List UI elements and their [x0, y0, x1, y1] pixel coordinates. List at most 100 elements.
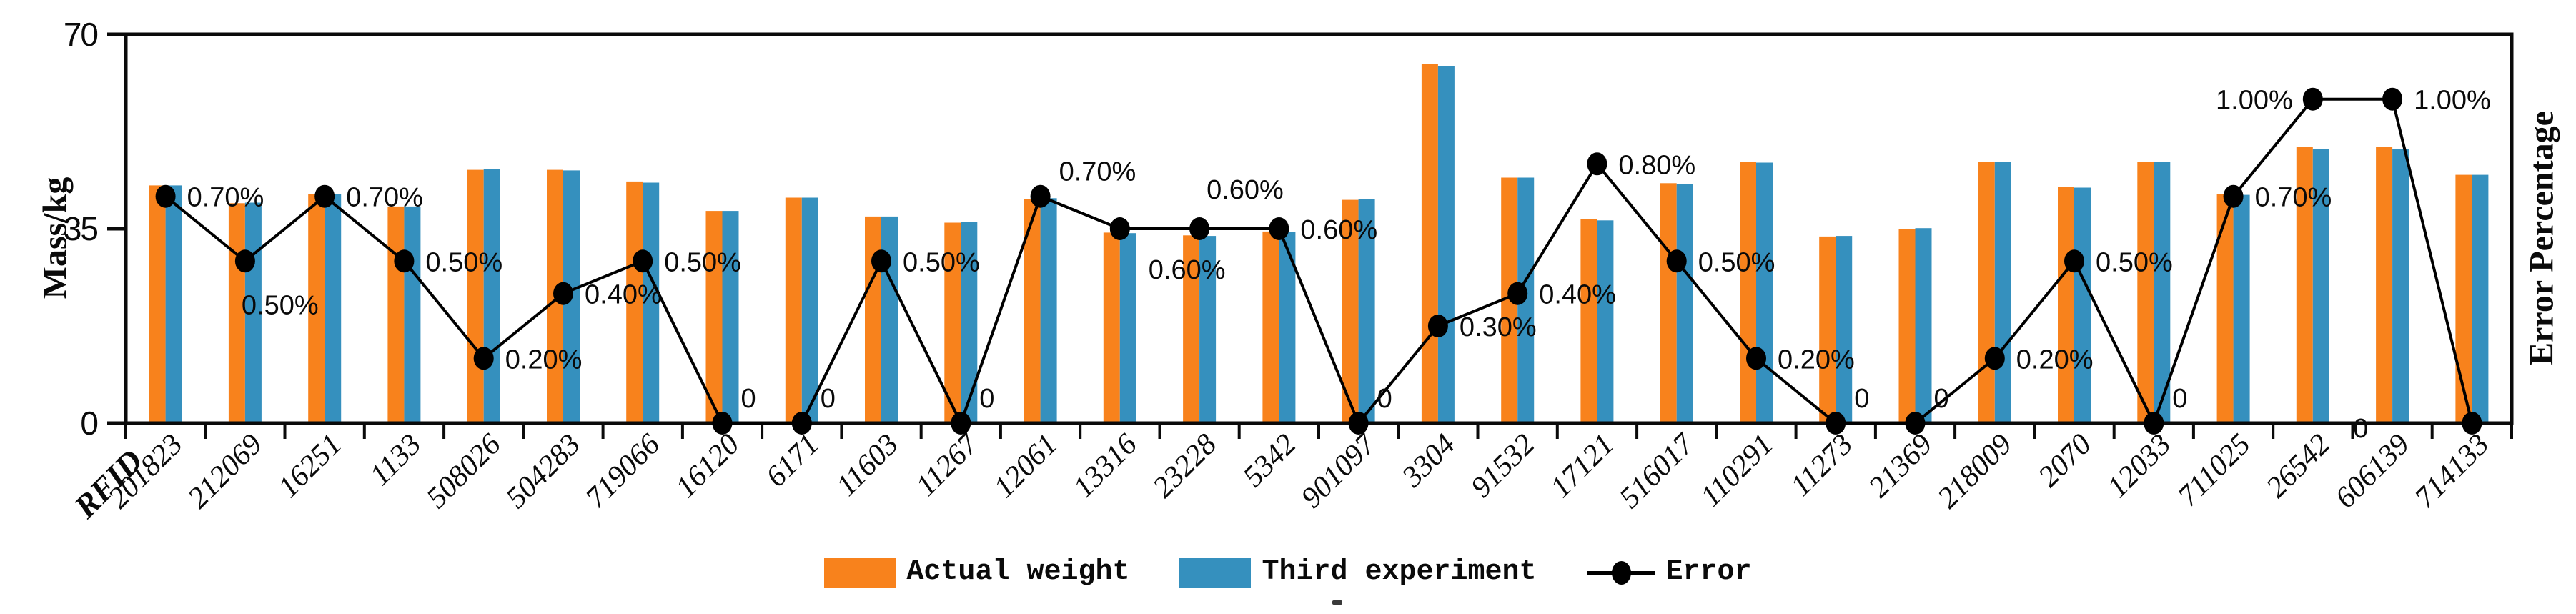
bar-experiment — [165, 185, 182, 423]
third-experiment-swatch — [1179, 557, 1252, 588]
bar-experiment — [2154, 162, 2171, 423]
legend-label-error: Error — [1665, 556, 1752, 588]
bar-actual — [1421, 64, 1438, 423]
bar-actual — [1342, 199, 1359, 423]
bar-actual — [1740, 162, 1756, 423]
error-point — [1427, 315, 1448, 337]
error-point — [314, 184, 335, 208]
error-point-label: 0.70% — [187, 183, 264, 213]
x-tick-label: 16251 — [272, 428, 348, 505]
x-tick-label: 110291 — [1695, 428, 1780, 513]
bar-actual — [1819, 236, 1836, 423]
error-point — [2462, 412, 2482, 435]
bar-experiment — [881, 216, 898, 423]
bar-actual — [467, 169, 484, 423]
bar-experiment — [1437, 66, 1455, 424]
bar-experiment — [325, 194, 342, 423]
x-tick-label: 6171 — [760, 428, 826, 494]
error-point-label: 0.20% — [1778, 345, 1855, 375]
secondary-y-axis-title: Error Percentage — [2522, 111, 2561, 365]
error-line — [164, 97, 2474, 427]
error-point — [1587, 152, 1607, 176]
error-point-label: 0 — [1377, 384, 1392, 414]
bar-actual — [2296, 147, 2313, 423]
x-tick-label: 23228 — [1146, 428, 1223, 505]
bar-experiment — [1836, 236, 1853, 423]
error-point — [553, 282, 573, 305]
bar-experiment — [1199, 236, 1217, 423]
x-tick-label: 508026 — [420, 428, 507, 515]
error-point-label: 0.20% — [505, 345, 583, 375]
bar-actual — [308, 194, 325, 423]
bar-experiment — [1358, 199, 1375, 423]
x-tick-label: 218009 — [1931, 428, 2018, 515]
bar-actual — [149, 185, 166, 423]
error-point-label: 0 — [821, 384, 836, 414]
bar-actual — [785, 197, 802, 423]
error-point-label: 0.40% — [585, 280, 662, 310]
x-tick-label: 12033 — [2101, 428, 2178, 505]
error-point-label: 0.20% — [2016, 345, 2094, 375]
bar-actual — [1898, 229, 1916, 423]
error-point — [1109, 217, 1130, 240]
error-line-marker-icon — [1586, 558, 1655, 588]
error-point-label: 0.70% — [2255, 183, 2332, 213]
x-tick-label: 21369 — [1863, 428, 1939, 505]
bar-experiment — [1597, 220, 1614, 423]
x-tick-label: 12061 — [988, 428, 1064, 505]
bar-experiment — [1994, 162, 2011, 423]
bar-actual — [1024, 199, 1041, 423]
bar-experiment — [2312, 149, 2329, 423]
y-tick-label: 0 — [80, 405, 97, 442]
error-point — [1746, 347, 1766, 370]
error-point-label: 0.70% — [346, 183, 423, 213]
error-point — [1348, 412, 1369, 435]
error-point — [712, 412, 733, 435]
bar-experiment — [722, 211, 739, 423]
x-tick-label: 2070 — [2032, 428, 2098, 494]
legend-item-actual-weight: Actual weight — [824, 556, 1129, 588]
error-point-label: 0 — [1854, 384, 1869, 414]
error-point — [1189, 217, 1210, 240]
error-point — [1984, 347, 2005, 370]
y-tick-label: 70 — [64, 16, 98, 53]
bar-actual — [2137, 162, 2154, 423]
bar-actual — [865, 216, 881, 423]
x-tick-label: 719066 — [580, 428, 667, 515]
error-point — [2064, 249, 2084, 273]
error-point-label: 0 — [979, 384, 994, 414]
x-tick-label: 516017 — [1613, 427, 1701, 515]
bar-experiment — [483, 169, 500, 424]
bar-actual — [387, 206, 405, 423]
error-point — [633, 249, 653, 273]
bar-experiment — [1279, 232, 1296, 423]
error-point-label: 0 — [2172, 384, 2187, 414]
error-point — [155, 184, 176, 208]
bar-actual — [1501, 177, 1518, 423]
error-point-label: 0.70% — [1059, 157, 1136, 187]
error-point — [2223, 184, 2244, 208]
error-point-label: 0 — [2353, 414, 2368, 444]
error-point-label: 0.40% — [1539, 280, 1616, 310]
error-point — [1826, 412, 1846, 435]
error-point — [1030, 184, 1051, 208]
actual-weight-swatch — [824, 557, 896, 588]
error-point-label: 0.60% — [1207, 175, 1284, 205]
x-tick-label: 11603 — [830, 428, 905, 503]
bar-actual — [2455, 174, 2472, 423]
error-point-label: 0 — [1934, 384, 1949, 414]
error-point — [394, 249, 415, 273]
error-point-label: 0 — [741, 384, 756, 414]
error-point — [1269, 217, 1289, 240]
x-tick-label: 91532 — [1465, 428, 1541, 505]
bar-actual — [1103, 232, 1120, 423]
x-tick-label: 212069 — [182, 428, 269, 515]
bar-actual — [1262, 231, 1279, 423]
bar-actual — [2058, 187, 2074, 423]
x-tick-label: 5342 — [1237, 428, 1303, 494]
x-tick-label: 11273 — [1785, 428, 1860, 503]
bar-actual — [705, 211, 723, 423]
y-axis-title: Mass/kg — [36, 177, 74, 299]
x-tick-label: 16120 — [670, 428, 746, 505]
